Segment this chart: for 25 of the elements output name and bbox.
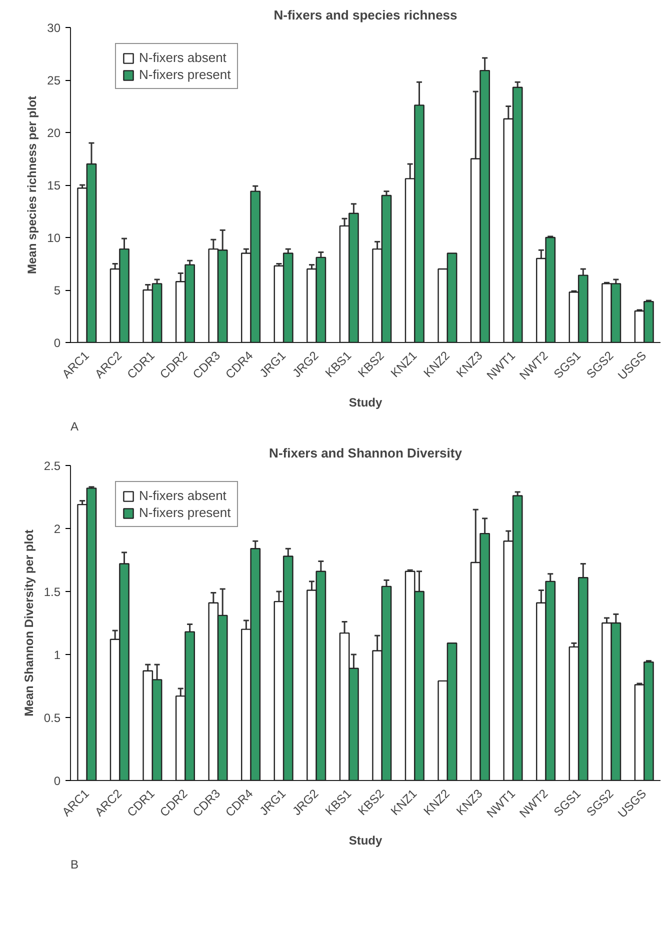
y-tick-label: 1.5 (44, 585, 61, 599)
y-tick-label: 25 (47, 74, 61, 88)
y-tick-label: 2.5 (44, 459, 61, 473)
y-axis-title: Mean Shannon Diversity per plot (22, 530, 36, 716)
legend-label: N-fixers absent (139, 488, 226, 503)
y-tick-label: 2 (54, 522, 61, 536)
y-tick-label: 0 (54, 336, 61, 350)
y-tick-label: 0 (54, 774, 61, 788)
text: B (70, 858, 79, 872)
y-tick-label: 5 (54, 284, 61, 298)
y-axis-title: Mean species richness per plot (25, 96, 40, 274)
x-axis-title: Study (348, 833, 382, 848)
text: A (70, 420, 79, 434)
y-tick-label: 0.5 (44, 711, 61, 725)
y-tick-label: 10 (47, 231, 61, 245)
y-tick-label: 30 (47, 21, 61, 35)
y-tick-label: 20 (47, 126, 61, 140)
x-axis-title: Study (348, 395, 382, 410)
y-tick-label: 1 (54, 648, 61, 662)
y-tick-label: 15 (47, 178, 61, 192)
legend-label: N-fixers present (139, 67, 231, 82)
legend-label: N-fixers absent (139, 50, 226, 65)
legend-label: N-fixers present (139, 505, 231, 520)
chart-title: N-fixers and Shannon Diversity (269, 446, 463, 460)
chart-title: N-fixers and species richness (274, 8, 458, 22)
